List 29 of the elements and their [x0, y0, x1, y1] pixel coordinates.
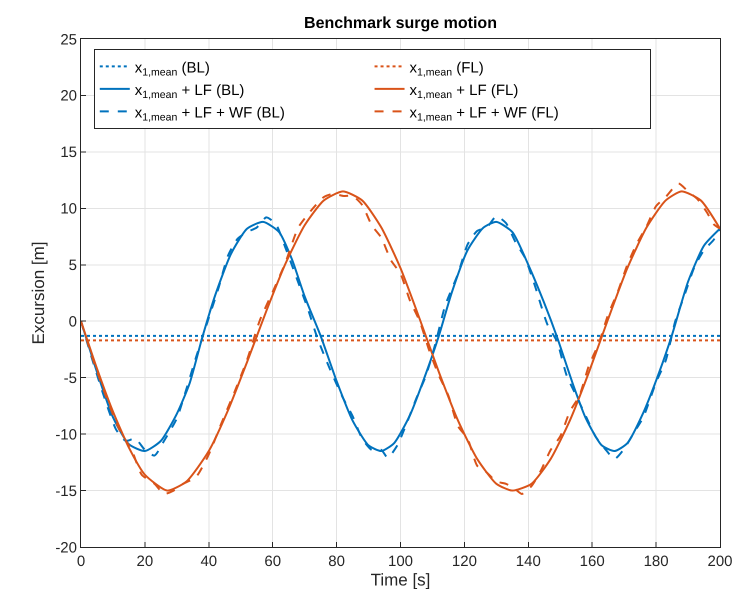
y-tick-label: -10	[55, 426, 77, 444]
y-tick-label: -15	[55, 482, 77, 500]
x-tick-label: 60	[264, 553, 282, 570]
y-tick-label: 5	[68, 257, 77, 274]
x-tick-label: 20	[136, 553, 154, 570]
x-tick-label: 160	[580, 553, 605, 570]
legend-label: x$_{1,mean}$ + LF (BL)	[134, 82, 244, 101]
y-axis-title: Excursion [m]	[28, 242, 48, 344]
y-tick-label: 20	[60, 88, 77, 105]
legend-label: x$_{1,mean}$ + LF + WF (FL)	[410, 104, 559, 124]
y-tick-label: 15	[60, 144, 77, 162]
legend-label: x$_{1,mean}$ + LF + WF (BL)	[134, 104, 285, 124]
y-tick-label: -5	[64, 370, 77, 387]
x-axis-title: Time [s]	[370, 570, 430, 590]
chart-title: Benchmark surge motion	[304, 15, 497, 32]
legend-label: x$_{1,mean}$ (FL)	[410, 59, 484, 78]
y-tick-label: 0	[68, 313, 77, 330]
y-tick-label: 10	[60, 200, 77, 218]
x-tick-label: 40	[200, 553, 218, 570]
x-tick-label: 180	[644, 553, 669, 570]
x-tick-label: 200	[707, 553, 733, 570]
legend-label: x$_{1,mean}$ (BL)	[134, 59, 210, 78]
x-tick-label: 80	[328, 553, 345, 570]
x-tick-label: 100	[388, 553, 414, 570]
y-tick-label: 25	[60, 31, 77, 48]
x-tick-label: 120	[452, 553, 477, 570]
legend-label: x$_{1,mean}$ + LF (FL)	[410, 82, 518, 101]
y-tick-label: -20	[55, 539, 77, 556]
x-tick-label: 140	[516, 553, 541, 570]
